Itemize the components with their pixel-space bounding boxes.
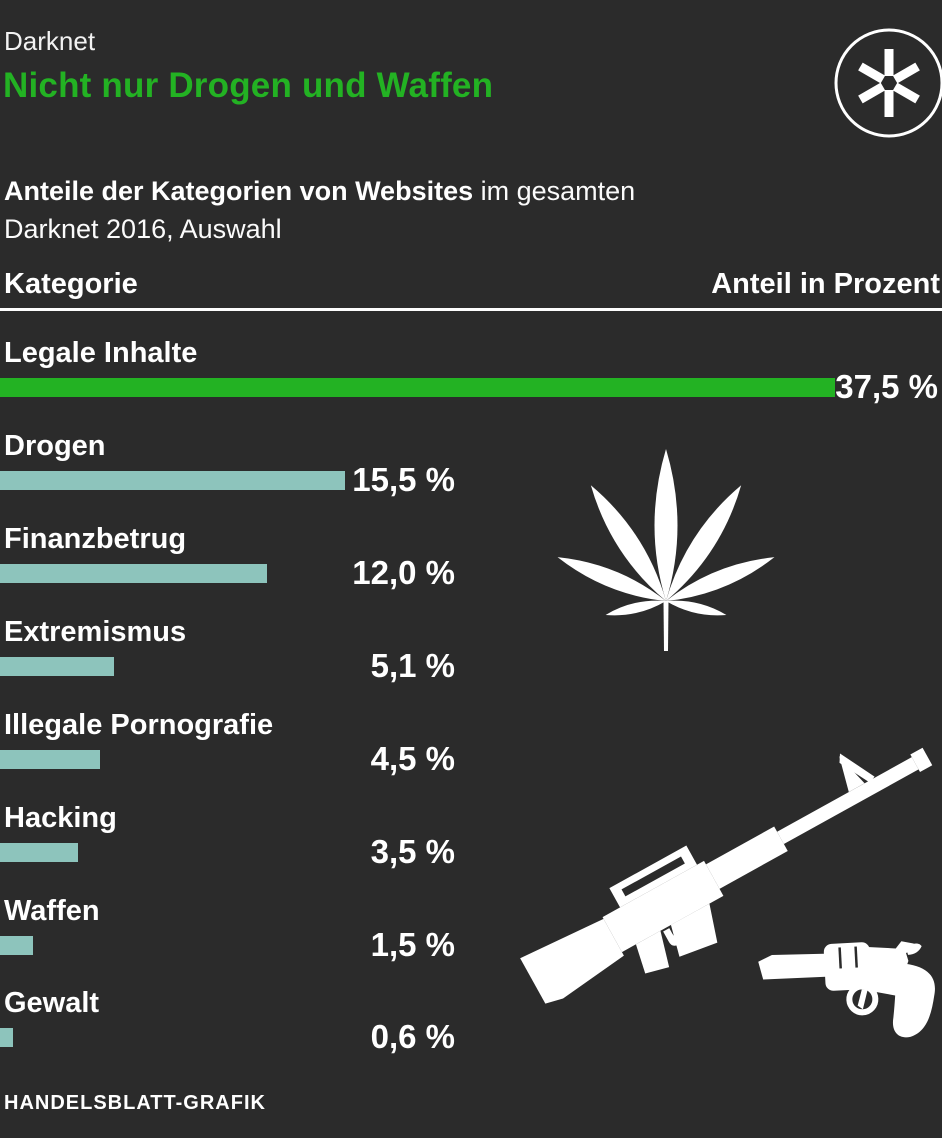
chart-row: Finanzbetrug 12,0 % [0,522,942,615]
category-label: Waffen [4,895,100,927]
chart-title: Nicht nur Drogen und Waffen [3,66,494,105]
rifle-icon [520,747,933,1004]
value-label: 4,5 % [370,740,455,777]
chart-subtitle: Anteile der Kategorien von Websites im g… [4,172,635,248]
cannabis-leaf-icon [557,449,775,651]
chart-row: Illegale Pornografie 4,5 % [0,708,942,801]
chart-row: Gewalt 0,6 % [0,986,942,1079]
asterisk-in-circle-icon [834,28,942,138]
category-label: Gewalt [4,987,100,1019]
kicker-label: Darknet [4,26,96,56]
value-bar [0,750,100,769]
subtitle-bold: Anteile der Kategorien von Websites [4,176,474,206]
value-label: 1,5 % [370,926,455,963]
subtitle-regular: im gesamten [473,176,636,206]
chart-row: Waffen 1,5 % [0,894,942,987]
chart-row: Legale Inhalte 37,5 % [0,336,942,429]
chart-row: Drogen 15,5 % [0,429,942,522]
value-label: 5,1 % [370,647,455,684]
value-label: 0,6 % [370,1018,455,1055]
value-label: 37,5 % [835,368,938,405]
column-header-category: Kategorie [4,268,138,300]
value-bar [0,1028,13,1047]
value-bar [0,657,114,676]
chart-row: Extremismus 5,1 % [0,615,942,708]
column-header-value: Anteil in Prozent [711,268,940,300]
chart-row: Hacking 3,5 % [0,801,942,894]
subtitle-line2: Darknet 2016, Auswahl [4,214,282,244]
value-label: 15,5 % [352,461,455,498]
value-label: 3,5 % [370,833,455,870]
category-label: Finanzbetrug [4,523,187,555]
value-bar [0,471,345,490]
revolver-icon [758,941,935,1038]
source-credit: HANDELSBLATT-GRAFIK [4,1092,266,1114]
category-label: Illegale Pornografie [4,709,274,741]
value-bar [0,936,33,955]
header-divider [0,308,942,311]
value-label: 12,0 % [352,554,455,591]
value-bar [0,564,267,583]
category-label: Extremismus [4,616,187,648]
category-label: Drogen [4,430,106,462]
value-bar [0,843,78,862]
category-label: Legale Inhalte [4,337,198,369]
value-bar [0,378,835,397]
category-label: Hacking [4,802,117,834]
